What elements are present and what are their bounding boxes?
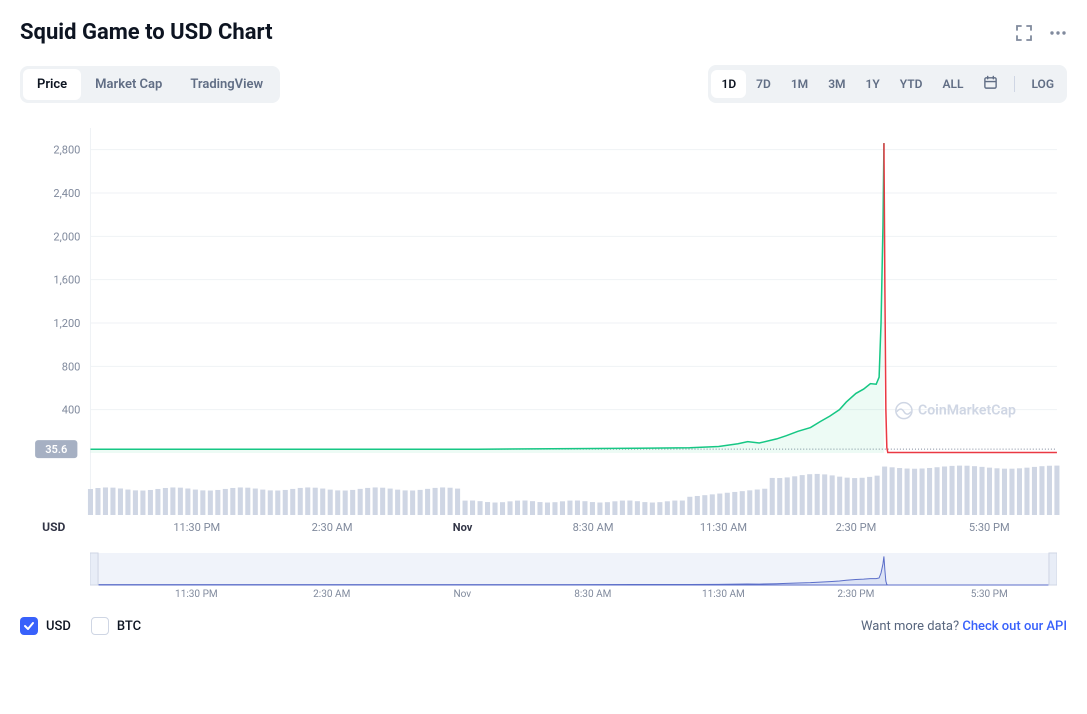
legend-btc[interactable]: BTC <box>91 617 141 635</box>
svg-text:11:30 AM: 11:30 AM <box>700 521 747 534</box>
calendar-icon[interactable] <box>973 68 1008 100</box>
svg-text:5:30 PM: 5:30 PM <box>971 589 1008 600</box>
svg-text:11:30 PM: 11:30 PM <box>173 521 220 534</box>
svg-text:11:30 PM: 11:30 PM <box>175 589 218 600</box>
svg-text:11:30 AM: 11:30 AM <box>702 589 745 600</box>
log-toggle[interactable]: LOG <box>1021 70 1064 98</box>
legend-usd[interactable]: USD <box>20 617 71 635</box>
legend-usd-label: USD <box>46 619 71 634</box>
svg-text:2,000: 2,000 <box>53 230 80 243</box>
svg-text:2:30 AM: 2:30 AM <box>312 521 353 534</box>
svg-text:2:30 PM: 2:30 PM <box>837 589 874 600</box>
checkbox-unchecked-icon <box>91 617 109 635</box>
svg-text:2,800: 2,800 <box>53 144 80 157</box>
svg-text:1,600: 1,600 <box>53 274 80 287</box>
range-all[interactable]: ALL <box>932 70 973 98</box>
page-title: Squid Game to USD Chart <box>20 20 273 45</box>
price-chart: 400 800 1,200 1,600 2,000 2,400 2,800 35.6 11:30… <box>20 123 1067 543</box>
tab-price[interactable]: Price <box>23 69 81 100</box>
svg-text:CoinMarketCap: CoinMarketCap <box>918 403 1016 419</box>
legend: USD BTC <box>20 617 141 635</box>
svg-text:8:30 AM: 8:30 AM <box>573 521 614 534</box>
range-1y[interactable]: 1Y <box>856 70 890 98</box>
range-1d[interactable]: 1D <box>711 70 746 98</box>
svg-text:USD: USD <box>42 520 65 534</box>
view-tabs: PriceMarket CapTradingView <box>20 66 280 103</box>
api-link[interactable]: Check out our API <box>962 619 1067 634</box>
svg-text:Nov: Nov <box>453 589 471 600</box>
svg-text:400: 400 <box>62 404 81 417</box>
range-3m[interactable]: 3M <box>818 70 855 98</box>
tab-market-cap[interactable]: Market Cap <box>81 69 176 100</box>
range-7d[interactable]: 7D <box>746 70 781 98</box>
svg-text:2:30 PM: 2:30 PM <box>836 521 877 534</box>
svg-text:800: 800 <box>62 360 81 373</box>
range-slider-chart[interactable]: 11:30 PM 2:30 AM Nov 8:30 AM 11:30 AM 2:30 PM… <box>90 551 1057 601</box>
svg-text:Nov: Nov <box>453 521 473 534</box>
range-selector: 1D7D1M3M1YYTDALL LOG <box>708 65 1067 103</box>
svg-text:2:30 AM: 2:30 AM <box>313 589 350 600</box>
api-promo: Want more data? Check out our API <box>861 619 1067 634</box>
legend-btc-label: BTC <box>117 619 141 634</box>
more-icon[interactable] <box>1049 24 1067 42</box>
range-ytd[interactable]: YTD <box>890 70 933 98</box>
checkbox-checked-icon <box>20 617 38 635</box>
fullscreen-icon[interactable] <box>1015 24 1033 42</box>
header-actions <box>1015 24 1067 42</box>
svg-text:8:30 AM: 8:30 AM <box>574 589 611 600</box>
svg-text:5:30 PM: 5:30 PM <box>969 521 1010 534</box>
tab-tradingview[interactable]: TradingView <box>176 69 277 100</box>
svg-text:1,200: 1,200 <box>53 317 80 330</box>
svg-text:2,400: 2,400 <box>53 187 80 200</box>
range-1m[interactable]: 1M <box>781 70 818 98</box>
svg-text:35.6: 35.6 <box>45 443 67 456</box>
